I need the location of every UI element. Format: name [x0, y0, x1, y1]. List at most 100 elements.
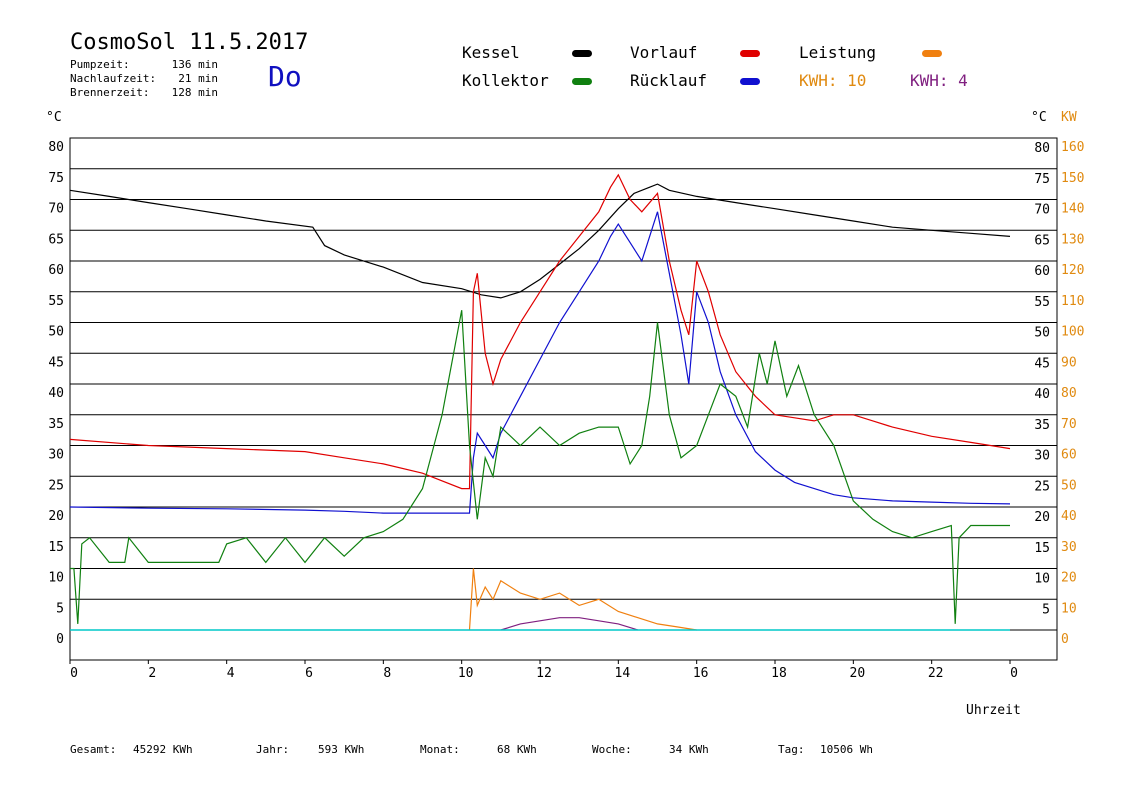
x-tick-label: 12: [536, 666, 552, 681]
x-tick-label: 22: [928, 666, 944, 681]
series-leistung: [468, 568, 697, 631]
x-tick-label: 20: [850, 666, 866, 681]
y-tick-right-temp: 25: [1034, 479, 1050, 494]
brennerzeit-value: 128 min: [171, 86, 218, 99]
x-tick-label: 4: [227, 666, 235, 681]
y-axis-left-unit: °C: [46, 110, 62, 125]
x-tick-label: 14: [615, 666, 631, 681]
y-tick-left: 60: [48, 263, 64, 278]
legend-vorlauf-label: Vorlauf: [630, 43, 698, 62]
x-tick-label: 0: [1010, 666, 1018, 681]
chart-title: CosmoSol 11.5.2017: [70, 30, 309, 55]
legend-kwh-total: KWH: 10: [799, 71, 867, 90]
brennerzeit-label: Brennerzeit:: [70, 86, 150, 99]
y-tick-left: 20: [48, 509, 64, 524]
legend-leistung-swatch: [922, 50, 942, 57]
y-tick-right-power: 130: [1061, 232, 1084, 247]
series-kessel: [69, 183, 1011, 299]
legend-kollektor-swatch: [572, 78, 592, 85]
y-tick-left: 75: [48, 171, 64, 186]
legend-leistung-label: Leistung: [799, 43, 877, 62]
y-tick-right-temp: 65: [1034, 233, 1050, 248]
y-tick-left: 0: [56, 632, 64, 647]
x-tick-label: 6: [305, 666, 313, 681]
axis-ticks: 0510152025303540455055606570758051015202…: [48, 140, 1084, 681]
weekday-label: Do: [268, 60, 302, 93]
y-tick-right-power: 150: [1061, 171, 1084, 186]
footer-jahr-label: Jahr:: [256, 743, 290, 756]
footer-woche-label: Woche:: [592, 743, 632, 756]
y-tick-right-power: 120: [1061, 263, 1084, 278]
y-tick-left: 55: [48, 294, 64, 309]
series-kollektor: [70, 310, 1010, 624]
y-tick-right-temp: 60: [1034, 264, 1050, 279]
y-tick-right-power: 100: [1061, 325, 1084, 340]
y-tick-left: 80: [48, 140, 64, 155]
y-tick-left: 5: [56, 601, 64, 616]
footer-jahr-value: 593 KWh: [318, 743, 365, 756]
y-tick-right-temp: 20: [1034, 510, 1050, 525]
x-tick-label: 0: [70, 666, 78, 681]
series-lines: [69, 173, 1011, 631]
y-tick-left: 45: [48, 355, 64, 370]
grid-lines: [69, 137, 1058, 661]
y-tick-right-temp: 55: [1034, 295, 1050, 310]
y-tick-right-temp: 35: [1034, 418, 1050, 433]
plot-frame: [69, 137, 1058, 661]
y-tick-right-power: 20: [1061, 571, 1077, 586]
series-kwh2: [500, 617, 639, 631]
footer-monat-label: Monat:: [420, 743, 460, 756]
footer-monat-value: 68 KWh: [497, 743, 537, 756]
x-tick-label: 10: [458, 666, 474, 681]
pumpzeit-label: Pumpzeit:: [70, 58, 130, 71]
y-tick-right-power: 140: [1061, 202, 1084, 217]
y-tick-left: 40: [48, 386, 64, 401]
y-tick-left: 30: [48, 448, 64, 463]
x-tick-label: 8: [383, 666, 391, 681]
series-ruecklauf: [69, 211, 1011, 514]
footer-tag-value: 10506 Wh: [820, 743, 873, 756]
pumpzeit-value: 136 min: [171, 58, 218, 71]
y-tick-left: 35: [48, 417, 64, 432]
y-tick-right-power: 70: [1061, 417, 1077, 432]
y-tick-right-power: 30: [1061, 540, 1077, 555]
x-tick-label: 18: [771, 666, 787, 681]
y-tick-left: 65: [48, 232, 64, 247]
y-tick-right-temp: 15: [1034, 541, 1050, 556]
footer-gesamt-value: 45292 KWh: [133, 743, 193, 756]
y-tick-right-power: 110: [1061, 294, 1084, 309]
y-axis-right-temp-unit: °C: [1031, 110, 1047, 125]
y-tick-right-temp: 70: [1034, 203, 1050, 218]
y-tick-right-temp: 45: [1034, 356, 1050, 371]
legend-kwh-secondary: KWH: 4: [910, 71, 968, 90]
nachlaufzeit-label: Nachlaufzeit:: [70, 72, 157, 85]
y-tick-right-power: 10: [1061, 601, 1077, 616]
x-axis-label: Uhrzeit: [966, 703, 1021, 718]
y-tick-right-temp: 50: [1034, 326, 1050, 341]
legend-kollektor-label: Kollektor: [462, 71, 549, 90]
y-tick-right-power: 60: [1061, 448, 1077, 463]
y-tick-right-power: 40: [1061, 509, 1077, 524]
y-tick-left: 70: [48, 202, 64, 217]
y-tick-right-power: 50: [1061, 478, 1077, 493]
footer-tag-label: Tag:: [778, 743, 805, 756]
y-tick-left: 10: [48, 571, 64, 586]
y-tick-left: 15: [48, 540, 64, 555]
y-tick-right-temp: 40: [1034, 387, 1050, 402]
y-tick-right-power: 90: [1061, 355, 1077, 370]
y-tick-right-temp: 80: [1034, 141, 1050, 156]
legend-vorlauf-swatch: [740, 50, 760, 57]
y-tick-right-temp: 5: [1042, 602, 1050, 617]
legend-kessel-label: Kessel: [462, 43, 520, 62]
y-tick-right-power: 0: [1061, 632, 1069, 647]
footer-gesamt-label: Gesamt:: [70, 743, 117, 756]
y-axis-right-power-unit: KW: [1061, 110, 1077, 125]
x-tick-label: 16: [693, 666, 709, 681]
y-tick-left: 50: [48, 325, 64, 340]
y-tick-left: 25: [48, 478, 64, 493]
y-tick-right-temp: 75: [1034, 172, 1050, 187]
y-tick-right-power: 80: [1061, 386, 1077, 401]
y-tick-right-power: 160: [1061, 140, 1084, 155]
x-tick-label: 2: [148, 666, 156, 681]
